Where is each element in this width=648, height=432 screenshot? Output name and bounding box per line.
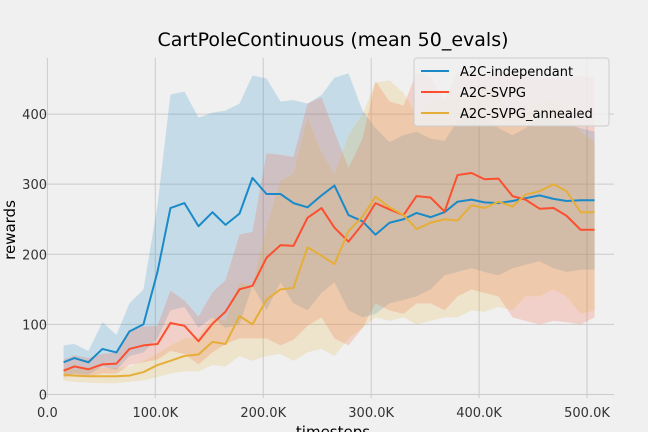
series-lines [63, 171, 595, 378]
series-line-1 [63, 176, 595, 364]
x-tick-label: 500.0K [564, 406, 610, 421]
y-tick-label: 300 [22, 178, 47, 193]
series-line-3 [63, 183, 595, 378]
confidence-band-3 [63, 80, 595, 384]
confidence-band-1 [63, 73, 595, 377]
y-axis-label: rewards [1, 200, 19, 260]
series-line-2 [63, 171, 595, 372]
legend-box [413, 57, 610, 127]
x-tick-label: 400.0K [456, 406, 502, 421]
y-tick-label: 400 [22, 108, 47, 123]
legend-label: A2C-SVPG [460, 86, 526, 101]
y-axis-ticks: 0 100 200 300 400 [22, 108, 47, 403]
x-axis-ticks: 0.0 100.0K 200.0K 300.0K 400.0K 500.0K [37, 406, 610, 421]
y-tick-label: 0 [39, 388, 47, 403]
legend-label: A2C-independant [460, 65, 573, 80]
x-tick-label: 300.0K [348, 406, 394, 421]
chart-title: CartPoleContinuous (mean 50_evals) [157, 29, 508, 51]
confidence-band-2 [63, 70, 595, 378]
y-tick-label: 100 [22, 318, 47, 333]
confidence-bands [63, 70, 595, 384]
legend-label: A2C-SVPG_annealed [460, 107, 593, 122]
x-tick-label: 100.0K [132, 406, 178, 421]
y-tick-label: 200 [22, 248, 47, 263]
x-tick-label: 200.0K [240, 406, 286, 421]
x-axis-label: timesteps [296, 423, 370, 432]
x-tick-label: 0.0 [37, 406, 58, 421]
legend: A2C-independant A2C-SVPG A2C-SVPG_annealed [413, 57, 610, 127]
